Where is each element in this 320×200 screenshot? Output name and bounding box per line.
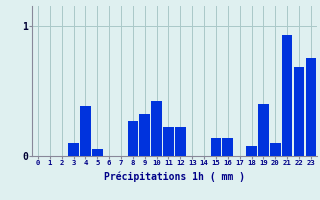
Bar xyxy=(294,67,304,156)
Bar xyxy=(80,106,91,156)
Bar xyxy=(175,127,186,156)
Bar xyxy=(68,143,79,156)
Bar xyxy=(270,143,281,156)
Bar xyxy=(258,104,269,156)
Bar xyxy=(151,101,162,156)
Bar xyxy=(163,127,174,156)
Bar xyxy=(92,149,103,156)
Bar xyxy=(211,138,221,156)
Bar xyxy=(128,121,138,156)
Bar xyxy=(140,114,150,156)
Bar xyxy=(222,138,233,156)
Bar xyxy=(282,35,292,156)
X-axis label: Précipitations 1h ( mm ): Précipitations 1h ( mm ) xyxy=(104,172,245,182)
Bar xyxy=(306,58,316,156)
Bar xyxy=(246,146,257,156)
